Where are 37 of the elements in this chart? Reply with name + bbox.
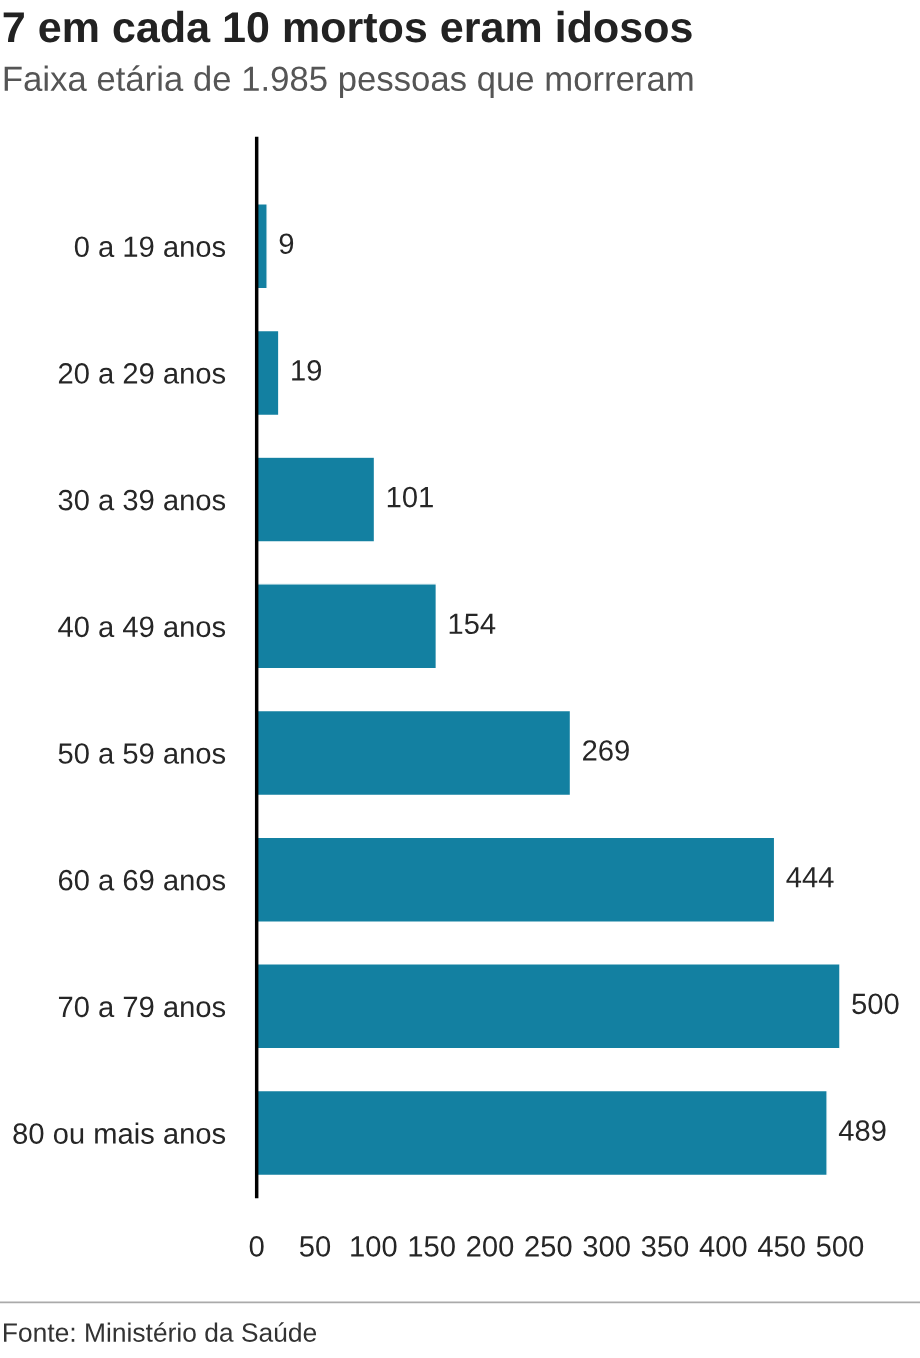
y-tick-label: 40 a 49 anos [58,616,226,638]
data-label: 269 [583,740,629,761]
data-label: 489 [838,1120,886,1141]
x-tick-label: 50 [299,1236,331,1257]
y-tick-label: 70 a 79 anos [58,996,226,1018]
y-tick-label: 30 a 39 anos [58,489,226,511]
y-tick-label: 20 a 29 anos [58,363,226,384]
bar [256,836,776,923]
chart-title: 7 em cada 10 mortos eram idosos [3,10,692,43]
y-tick-label: 60 a 69 anos [58,869,226,891]
x-tick-label: 400 [699,1236,747,1257]
bar [256,583,438,670]
chart-subtitle: Faixa etária de 1.985 pessoas que morreram [4,65,693,98]
source-note: Fonte: Ministério da Saúde [4,1322,317,1342]
bar [256,963,840,1050]
data-label: 19 [292,360,322,381]
data-label: 101 [387,486,433,508]
x-tick-label: 200 [467,1236,514,1257]
x-tick-label: 150 [409,1236,455,1257]
y-tick-label: 50 a 59 anos [58,743,226,764]
data-label: 154 [449,613,496,635]
bar [256,329,280,417]
x-tick-label: 100 [351,1236,397,1257]
bar [256,709,572,797]
data-label: 9 [279,233,294,255]
x-tick-label: 300 [583,1236,630,1257]
bar [256,456,376,543]
x-tick-label: 350 [641,1236,689,1257]
x-tick-label: 250 [525,1236,572,1257]
x-tick-label: 500 [816,1236,864,1257]
x-tick-label: 450 [757,1236,805,1257]
bar [256,1089,828,1177]
data-label: 500 [852,993,899,1015]
y-tick-label: 80 ou mais anos [13,1122,226,1144]
y-tick-label: 0 a 19 anos [74,236,226,258]
x-tick-label: 0 [249,1236,264,1257]
data-label: 444 [786,867,834,888]
